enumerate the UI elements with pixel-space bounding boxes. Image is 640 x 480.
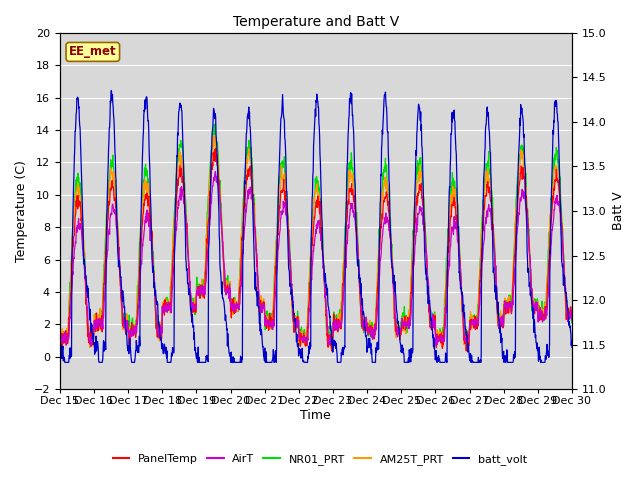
X-axis label: Time: Time — [301, 409, 332, 422]
Text: EE_met: EE_met — [69, 46, 116, 59]
Legend: PanelTemp, AirT, NR01_PRT, AM25T_PRT, batt_volt: PanelTemp, AirT, NR01_PRT, AM25T_PRT, ba… — [108, 450, 532, 469]
Y-axis label: Temperature (C): Temperature (C) — [15, 160, 28, 262]
Y-axis label: Batt V: Batt V — [612, 192, 625, 230]
Title: Temperature and Batt V: Temperature and Batt V — [233, 15, 399, 29]
